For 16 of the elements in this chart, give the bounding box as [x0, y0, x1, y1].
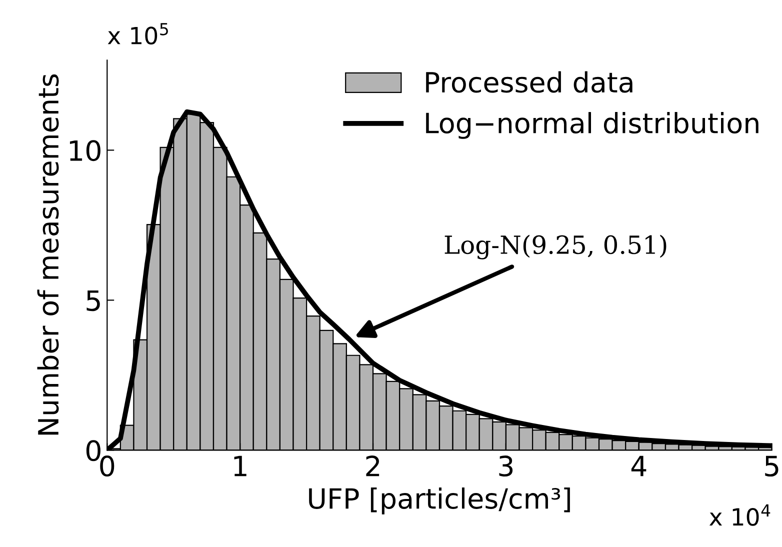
- y-tick-label: 0: [86, 440, 100, 462]
- y-axis-title: Number of measurements: [37, 74, 59, 435]
- legend-label: Log−normal distribution: [426, 112, 758, 139]
- x-tick-label: 0: [100, 456, 114, 477]
- x-axis-title: UFP [particles/cm³]: [309, 487, 570, 514]
- annotation: Log-N(9.25, 0.51): [444, 234, 666, 260]
- x-tick-label: 1: [234, 456, 246, 476]
- x-tick-label: 4: [631, 456, 646, 476]
- legend-label: Processed data: [426, 71, 632, 93]
- x-tick-label: 5: [765, 456, 778, 477]
- x-tick-label: 3: [499, 456, 513, 477]
- x-tick-label: 2: [366, 456, 380, 476]
- y-tick-label: 5: [86, 290, 100, 312]
- text: x 10$^{4}$: [709, 504, 770, 526]
- y-tick-label: 10: [70, 140, 100, 162]
- text: x 10$^{5}$: [108, 23, 168, 44]
